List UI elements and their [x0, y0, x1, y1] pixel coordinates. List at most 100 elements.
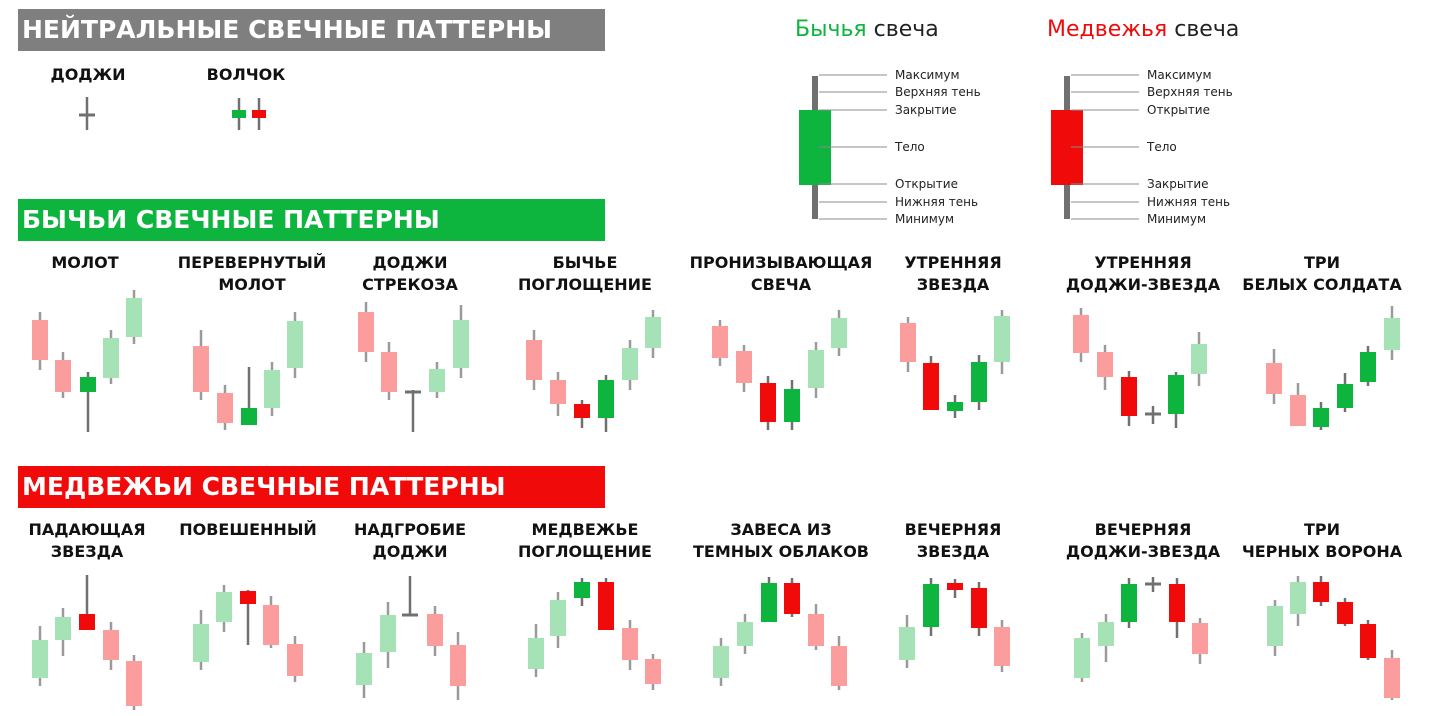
piercing-line-candle-2	[736, 345, 752, 392]
neutral-section-banner: НЕЙТРАЛЬНЫЕ СВЕЧНЫЕ ПАТТЕРНЫ	[18, 9, 605, 51]
gravestone-doji-candle-5	[450, 632, 466, 700]
three-black-crows-candle-5	[1360, 620, 1376, 660]
hanging-man-candle-1-body	[193, 624, 209, 662]
pattern-bullish-engulfing	[526, 310, 661, 432]
bull-anatomy-label-5: Открытие	[895, 177, 958, 191]
piercing-line-candle-5	[808, 342, 824, 398]
morning-doji-star-candle-3-body	[1121, 377, 1137, 416]
morning-star-candle-1-body	[900, 323, 916, 362]
gravestone-doji-candle-4-body	[427, 614, 443, 646]
bearish-engulfing-candle-6	[645, 654, 661, 690]
pattern-label-piercing-line: ПРОНИЗЫВАЮЩАЯ СВЕЧА	[689, 253, 873, 294]
piercing-line-candle-3	[760, 376, 776, 430]
hanging-man-candle-3-body	[240, 591, 256, 604]
bearish-engulfing-candle-6-body	[645, 659, 661, 684]
bear-anatomy-label-3: Открытие	[1147, 103, 1210, 117]
morning-star-candle-4-body	[971, 362, 987, 402]
pattern-label-gravestone-doji: НАДГРОБИЕ ДОДЖИ	[353, 520, 467, 561]
evening-star-candle-5	[994, 620, 1010, 672]
three-white-soldiers-candle-1	[1266, 349, 1282, 404]
bullish-engulfing-candle-4-body	[598, 380, 614, 418]
bear-candle-title: Медвежья свеча	[1047, 17, 1239, 42]
inverted-hammer-candle-4	[264, 362, 280, 416]
spinning-top-candle-2-body	[252, 110, 266, 118]
dragonfly-doji-candle-2	[381, 342, 397, 400]
hanging-man-candle-2-body	[216, 592, 232, 622]
pattern-morning-doji-star	[1073, 308, 1207, 428]
pattern-label-dark-cloud-cover: ЗАВЕСА ИЗ ТЕМНЫХ ОБЛАКОВ	[693, 520, 869, 561]
gravestone-doji-candle-3	[402, 576, 418, 617]
pattern-label-three-black-crows: ТРИ ЧЕРНЫХ ВОРОНА	[1241, 520, 1403, 561]
bull-anatomy-label-6: Нижняя тень	[895, 195, 978, 209]
bear-anatomy-label-4: Тело	[1146, 140, 1177, 154]
evening-doji-star-candle-3-body	[1121, 584, 1137, 622]
inverted-hammer-candle-2-body	[217, 393, 233, 423]
bull-anatomy-label-3: Закрытие	[895, 103, 957, 117]
inverted-hammer-candle-5	[287, 312, 303, 378]
dark-cloud-cover-candle-1-body	[713, 646, 729, 678]
evening-doji-star-candle-2-body	[1098, 622, 1114, 646]
shooting-star-candle-1-body	[32, 640, 48, 678]
three-white-soldiers-candle-3	[1313, 402, 1329, 430]
evening-doji-star-candle-6	[1192, 618, 1208, 664]
shooting-star-candle-5	[126, 655, 142, 710]
morning-star-candle-5	[994, 310, 1010, 374]
gravestone-doji-candle-2-body	[380, 615, 396, 652]
bullish-engulfing-candle-5-body	[622, 348, 638, 380]
pattern-inverted-hammer	[193, 312, 303, 430]
bull-anatomy-label-2: Верхняя тень	[895, 85, 981, 99]
dark-cloud-cover-candle-2-body	[737, 622, 753, 646]
evening-star-candle-3-body	[947, 583, 963, 590]
morning-doji-star-candle-4	[1145, 406, 1161, 424]
shooting-star-candle-1	[32, 626, 48, 686]
three-black-crows-candle-2	[1290, 576, 1306, 626]
pattern-label-bearish-engulfing: МЕДВЕЖЬЕ ПОГЛОЩЕНИЕ	[518, 520, 652, 561]
pattern-label-three-white-soldiers: ТРИ БЕЛЫХ СОЛДАТА	[1242, 253, 1402, 294]
pattern-label-evening-doji-star: ВЕЧЕРНЯЯ ДОДЖИ-ЗВЕЗДА	[1065, 520, 1221, 561]
dragonfly-doji-candle-2-body	[381, 352, 397, 392]
three-black-crows-candle-4-body	[1337, 602, 1353, 624]
morning-star-candle-3	[947, 395, 963, 418]
evening-doji-star-candle-3	[1121, 578, 1137, 628]
morning-doji-star-candle-2-body	[1097, 352, 1113, 377]
pattern-evening-doji-star	[1074, 577, 1208, 682]
piercing-line-candle-2-body	[736, 351, 752, 383]
morning-doji-star-candle-6	[1191, 332, 1207, 386]
bearish-engulfing-candle-3-body	[574, 582, 590, 598]
three-white-soldiers-candle-1-body	[1266, 363, 1282, 394]
bull-candle-title: Бычья свеча	[795, 17, 939, 42]
dark-cloud-cover-candle-4-body	[784, 583, 800, 614]
bullish-engulfing-candle-2-body	[550, 380, 566, 404]
pattern-shooting-star	[32, 575, 142, 710]
dragonfly-doji-candle-1-body	[358, 312, 374, 352]
hammer-candle-5	[126, 290, 142, 344]
morning-star-candle-2-body	[923, 363, 939, 410]
three-black-crows-candle-2-body	[1290, 582, 1306, 614]
bullish-engulfing-candle-1	[526, 330, 542, 390]
pattern-doji	[79, 97, 95, 130]
pattern-hanging-man	[193, 585, 303, 682]
bullish-section-banner: БЫЧЬИ СВЕЧНЫЕ ПАТТЕРНЫ	[18, 199, 605, 241]
dragonfly-doji-candle-1	[358, 302, 374, 362]
three-white-soldiers-candle-5-body	[1360, 352, 1376, 382]
bullish-engulfing-candle-4	[598, 375, 614, 432]
piercing-line-candle-1	[712, 320, 728, 366]
morning-star-candle-3-body	[947, 402, 963, 411]
spinning-top-candle-1	[232, 98, 246, 130]
bear-candle-title-rest: свеча	[1167, 17, 1240, 42]
evening-star-candle-5-body	[994, 627, 1010, 666]
hammer-candle-3-body	[80, 377, 96, 392]
morning-doji-star-candle-1	[1073, 308, 1089, 362]
piercing-line-candle-3-body	[760, 383, 776, 422]
inverted-hammer-candle-5-body	[287, 321, 303, 368]
bearish-engulfing-candle-4	[598, 578, 614, 630]
bull-candle-title-rest: свеча	[866, 17, 939, 42]
bullish-engulfing-candle-6	[645, 310, 661, 358]
three-black-crows-candle-3	[1313, 576, 1329, 606]
neutral-pattern-label-doji: ДОДЖИ	[50, 65, 126, 84]
bear-anatomy-label-6: Нижняя тень	[1147, 195, 1230, 209]
dark-cloud-cover-candle-4	[784, 578, 800, 617]
bullish-engulfing-candle-6-body	[645, 317, 661, 348]
pattern-label-dragonfly-doji: ДОДЖИ СТРЕКОЗА	[362, 253, 458, 294]
